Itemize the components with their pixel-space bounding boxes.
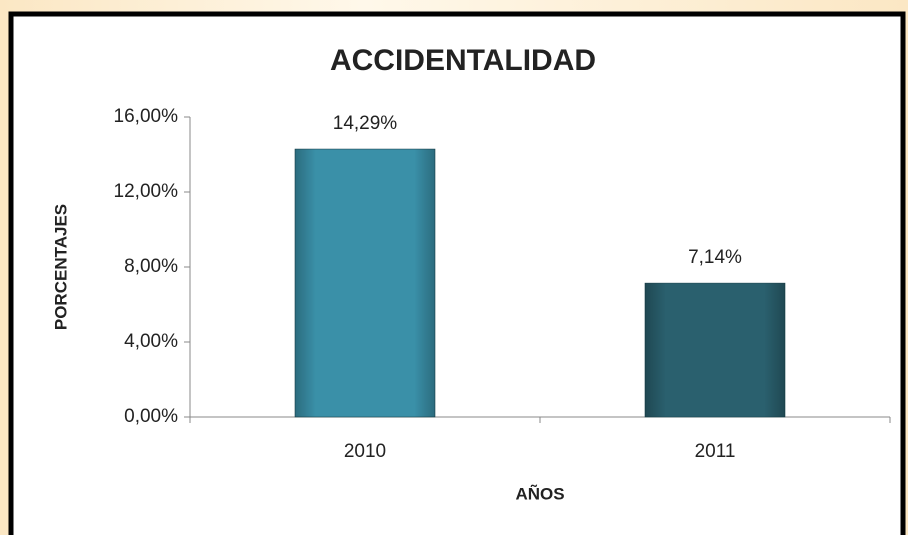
x-tick-label: 2010	[344, 441, 386, 462]
chart-title: ACCIDENTALIDAD	[330, 44, 596, 77]
data-label: 7,14%	[688, 247, 742, 268]
bar-shade	[645, 283, 785, 417]
x-axis-title: AÑOS	[515, 483, 564, 503]
y-tick-label: 12,00%	[114, 181, 179, 202]
x-tick-label: 2011	[695, 441, 736, 462]
y-tick-label: 16,00%	[114, 106, 179, 127]
bar-shade	[295, 149, 435, 417]
chart-frame	[8, 11, 906, 535]
data-label: 14,29%	[333, 113, 398, 134]
y-tick-label: 8,00%	[124, 256, 178, 277]
y-tick-label: 0,00%	[124, 406, 178, 427]
y-axis-title: PORCENTAJES	[51, 204, 70, 330]
y-tick-label: 4,00%	[124, 331, 178, 352]
